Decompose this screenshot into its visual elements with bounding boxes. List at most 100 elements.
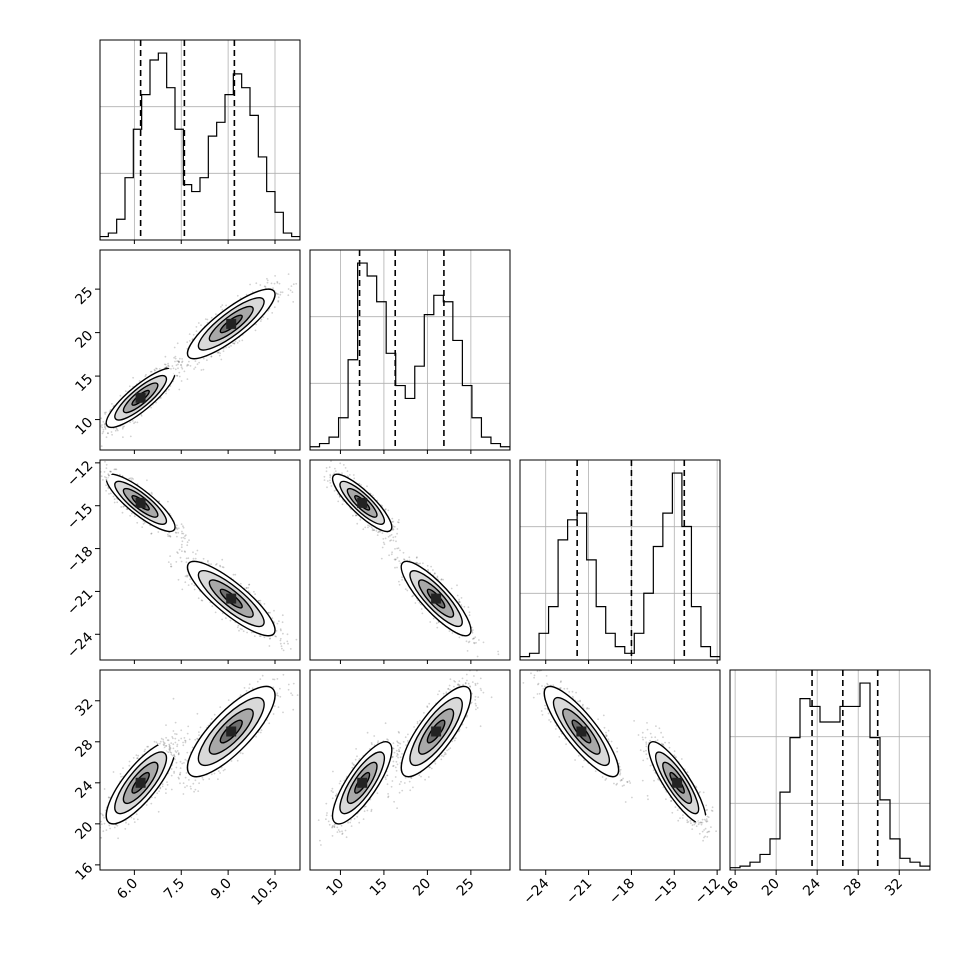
scatter-point [337,500,340,503]
scatter-point [104,428,107,430]
scatter-point [281,291,284,294]
scatter-point [169,555,172,557]
scatter-point [186,341,189,344]
scatter-point [346,470,349,472]
scatter-point [206,359,208,362]
hist-panel-0 [99,39,301,241]
scatter-point [249,283,252,286]
scatter-point [394,535,397,538]
scatter-point [105,463,108,466]
scatter-point [150,370,153,373]
scatter-point [97,437,99,439]
scatter-point [342,464,345,466]
scatter-point [371,529,374,532]
scatter-point [138,380,141,382]
scatter-point [274,275,276,277]
scatter-point [188,539,190,542]
scatter-point [295,282,298,285]
scatter-point [105,489,107,492]
scatter-point [140,415,143,417]
scatter-point [467,606,470,609]
scatter-point [341,472,343,474]
scatter-point [328,466,331,469]
scatter-point [122,505,125,508]
scatter-point [107,432,109,435]
scatter-point [418,601,421,604]
scatter-point [103,424,106,426]
scatter-point [339,462,342,465]
scatter-point [395,540,397,543]
scatter-point [329,482,332,484]
scatter-point [229,619,232,622]
scatter-point [185,574,188,577]
scatter-point [390,539,392,542]
scatter-point [122,426,124,429]
scatter-point [432,569,434,571]
scatter-point [295,638,298,641]
scatter-point [141,526,144,528]
scatter-point [225,304,228,307]
scatter-point [390,553,393,556]
scatter-point [176,524,178,527]
scatter-point [278,620,280,623]
scatter-point [281,614,284,617]
scatter-point [159,397,162,399]
scatter-point [129,435,132,438]
scatter-point [180,560,183,563]
scatter-point [194,557,197,560]
scatter-point [109,470,112,473]
scatter-point [167,365,170,367]
scatter-point [376,534,379,536]
scatter-point [287,273,290,275]
scatter-point [325,467,328,469]
scatter-point [391,517,394,520]
scatter-point [158,368,161,370]
scatter-point [279,639,282,642]
scatter-point [98,470,100,472]
scatter-point [233,342,236,345]
scatter-point [330,485,333,487]
scatter-point [156,367,158,370]
scatter-point [116,429,119,432]
scatter-point [355,514,357,517]
scatter-point [105,484,107,487]
scatter-point [237,624,240,627]
scatter-point [150,491,153,494]
scatter-point [326,486,328,489]
scatter-point [109,470,111,473]
scatter-panel-2-1 [309,459,511,661]
scatter-point [180,537,183,539]
scatter-point [245,586,248,589]
scatter-point [129,421,132,423]
scatter-point [179,357,181,360]
scatter-point [370,526,373,529]
scatter-point [121,511,124,514]
scatter-point [105,411,107,414]
scatter-point [175,532,178,534]
scatter-point [180,546,183,549]
scatter-point [448,630,451,632]
scatter-point [373,529,376,531]
scatter-point [225,346,227,349]
scatter-point [279,642,282,645]
scatter-point [184,537,186,540]
scatter-point [130,512,133,515]
scatter-point [344,467,347,469]
scatter-point [211,605,214,607]
scatter-point [415,561,418,564]
scatter-point [384,537,387,540]
scatter-point [201,599,204,602]
scatter-point [181,360,184,363]
scatter-point [366,485,368,488]
scatter-point [482,641,485,644]
scatter-point [185,561,188,564]
scatter-point [392,539,395,542]
scatter-point [392,525,395,528]
scatter-point [248,583,251,586]
scatter-point [341,503,344,506]
scatter-point [300,665,302,667]
scatter-point [337,493,339,495]
scatter-point [188,340,191,342]
scatter-point [236,294,239,297]
scatter-point [286,640,289,643]
